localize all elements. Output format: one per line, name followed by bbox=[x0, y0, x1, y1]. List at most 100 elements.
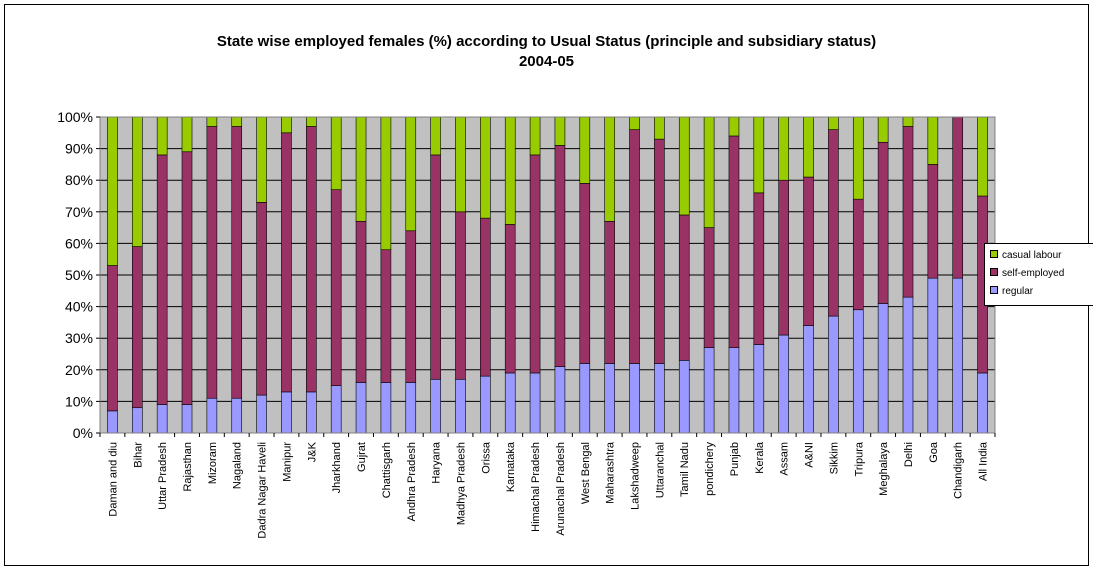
bar-self-employed-nagaland bbox=[231, 126, 243, 399]
bar-casual-labour-uttaranchal bbox=[654, 116, 665, 140]
x-tick-label-orissa: Orissa bbox=[480, 441, 492, 474]
y-tick-label: 10% bbox=[65, 393, 93, 409]
bar-self-employed-goa bbox=[927, 164, 939, 279]
x-tick-label-daman-and-diu: Daman and diu bbox=[107, 442, 119, 517]
bar-regular-andhra-pradesh bbox=[405, 382, 417, 434]
bar-self-employed-bihar bbox=[131, 246, 143, 409]
x-tick-label-chattisgarh: Chattisgarh bbox=[381, 442, 393, 498]
bar-self-employed-west-bengal bbox=[579, 183, 591, 364]
bar-self-employed-manipur bbox=[281, 132, 292, 393]
bar-self-employed-arunachal-pradesh bbox=[554, 145, 566, 367]
legend-item-regular: regular bbox=[990, 286, 1033, 298]
bar-casual-labour-assam bbox=[778, 116, 789, 181]
bar-regular-chattisgarh bbox=[380, 382, 392, 434]
bar-self-employed-tripura bbox=[852, 198, 864, 311]
bar-regular-karnataka bbox=[504, 372, 516, 434]
x-tick-label-a-ni: A&NI bbox=[804, 442, 816, 468]
bar-casual-labour-orissa bbox=[480, 116, 491, 219]
x-tick-label-karnataka: Karnataka bbox=[505, 441, 517, 492]
bar-regular-rajasthan bbox=[181, 404, 193, 434]
x-tick-label-bihar: Bihar bbox=[132, 442, 144, 468]
bar-self-employed-pondichery bbox=[703, 227, 715, 348]
bar-casual-labour-karnataka bbox=[504, 116, 516, 225]
bar-regular-orissa bbox=[480, 375, 491, 434]
x-tick-label-chandigarh: Chandigarh bbox=[953, 442, 965, 499]
bar-casual-labour-himachal-pradesh bbox=[529, 116, 541, 156]
bar-self-employed-karnataka bbox=[504, 224, 516, 374]
bar-regular-gujrat bbox=[355, 382, 367, 434]
bar-casual-labour-gujrat bbox=[355, 116, 367, 222]
bar-casual-labour-goa bbox=[927, 116, 939, 165]
x-tick-label-lakshadweep: Lakshadweep bbox=[630, 442, 642, 510]
legend-swatch-casual-labour bbox=[990, 250, 998, 259]
bar-casual-labour-nagaland bbox=[231, 116, 243, 127]
bar-casual-labour-j-k bbox=[306, 116, 317, 127]
bar-casual-labour-chattisgarh bbox=[380, 116, 392, 251]
x-tick-label-assam: Assam bbox=[779, 442, 791, 476]
x-tick-label-mizoram: Mizoram bbox=[207, 442, 219, 484]
bar-casual-labour-jharkhand bbox=[330, 116, 342, 190]
bar-casual-labour-tripura bbox=[852, 116, 864, 200]
bar-casual-labour-bihar bbox=[131, 116, 143, 247]
bar-regular-manipur bbox=[281, 391, 292, 434]
bar-regular-punjab bbox=[728, 347, 740, 434]
legend-item-casual-labour: casual labour bbox=[990, 250, 1061, 262]
bar-self-employed-meghalaya bbox=[877, 141, 889, 304]
bar-regular-sikkim bbox=[828, 315, 839, 434]
bar-casual-labour-madhya-pradesh bbox=[455, 116, 466, 213]
bar-self-employed-mizoram bbox=[206, 126, 218, 399]
bar-self-employed-rajasthan bbox=[181, 151, 193, 405]
x-tick-label-manipur: Manipur bbox=[281, 442, 293, 482]
bar-self-employed-dadra-nagar-haveli bbox=[256, 202, 267, 396]
bar-self-employed-gujrat bbox=[355, 220, 367, 383]
bar-casual-labour-sikkim bbox=[828, 116, 839, 130]
bar-self-employed-tamil-nadu bbox=[678, 214, 690, 361]
y-tick-label: 30% bbox=[65, 330, 93, 346]
x-tick-label-meghalaya: Meghalaya bbox=[878, 441, 890, 496]
bar-casual-labour-daman-and-diu bbox=[107, 116, 118, 266]
bar-self-employed-maharashtra bbox=[604, 220, 615, 364]
x-tick-label-jharkhand: Jharkhand bbox=[331, 442, 343, 493]
legend-label-self-employed: self-employed bbox=[1002, 268, 1065, 279]
x-tick-label-sikkim: Sikkim bbox=[828, 442, 840, 474]
bar-casual-labour-manipur bbox=[281, 116, 292, 134]
bar-self-employed-madhya-pradesh bbox=[455, 211, 466, 380]
bar-regular-nagaland bbox=[231, 397, 243, 434]
y-tick-label: 0% bbox=[73, 425, 93, 441]
bar-regular-uttar-pradesh bbox=[156, 404, 168, 434]
y-tick-label: 80% bbox=[65, 172, 93, 188]
bar-regular-west-bengal bbox=[579, 363, 591, 434]
bar-self-employed-sikkim bbox=[828, 129, 839, 317]
bar-self-employed-daman-and-diu bbox=[107, 265, 118, 412]
bar-casual-labour-rajasthan bbox=[181, 116, 193, 153]
x-tick-label-west-bengal: West Bengal bbox=[580, 442, 592, 504]
bar-self-employed-haryana bbox=[430, 154, 441, 380]
legend-label-regular: regular bbox=[1002, 286, 1034, 297]
bar-regular-assam bbox=[778, 334, 789, 434]
x-tick-label-delhi: Delhi bbox=[903, 442, 915, 467]
bar-regular-j-k bbox=[306, 391, 317, 434]
bar-regular-all-india bbox=[977, 372, 988, 434]
bar-casual-labour-andhra-pradesh bbox=[405, 116, 417, 232]
x-tick-label-himachal-pradesh: Himachal Pradesh bbox=[530, 442, 542, 532]
bar-regular-delhi bbox=[902, 296, 914, 434]
x-tick-label-tamil-nadu: Tamil Nadu bbox=[679, 442, 691, 497]
bar-regular-maharashtra bbox=[604, 363, 615, 434]
bar-self-employed-assam bbox=[778, 179, 789, 336]
bar-self-employed-punjab bbox=[728, 135, 740, 348]
x-tick-label-uttar-pradesh: Uttar Pradesh bbox=[157, 442, 169, 510]
bar-casual-labour-punjab bbox=[728, 116, 740, 137]
bar-regular-uttaranchal bbox=[654, 363, 665, 434]
x-tick-label-andhra-pradesh: Andhra Pradesh bbox=[406, 442, 418, 522]
bar-self-employed-himachal-pradesh bbox=[529, 154, 541, 374]
bar-regular-pondichery bbox=[703, 347, 715, 434]
bar-casual-labour-dadra-nagar-haveli bbox=[256, 116, 267, 203]
legend-swatch-self-employed bbox=[990, 268, 998, 277]
bar-casual-labour-tamil-nadu bbox=[678, 116, 690, 216]
bar-self-employed-a-ni bbox=[803, 176, 814, 326]
bar-casual-labour-west-bengal bbox=[579, 116, 591, 184]
bar-regular-tamil-nadu bbox=[678, 360, 690, 434]
bar-regular-himachal-pradesh bbox=[529, 372, 541, 434]
x-tick-label-madhya-pradesh: Madhya Pradesh bbox=[455, 442, 467, 525]
